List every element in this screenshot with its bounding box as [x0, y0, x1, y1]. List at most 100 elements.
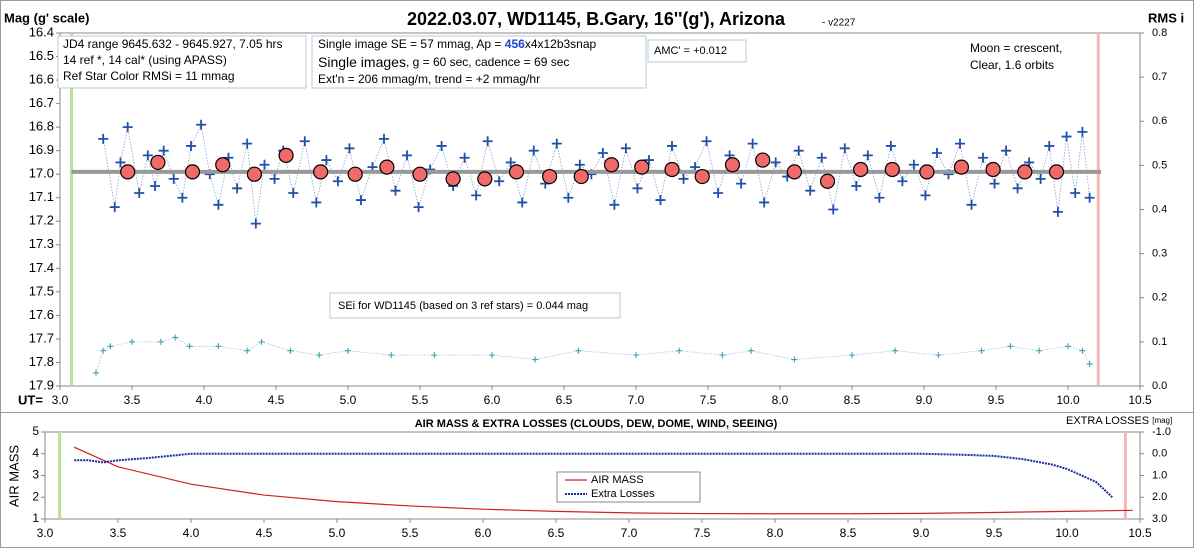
- data-point: [748, 347, 755, 354]
- data-point: [232, 183, 243, 194]
- x-tick-label: 10.0: [1055, 526, 1079, 540]
- data-point: [98, 133, 109, 144]
- data-point: [805, 185, 816, 196]
- y2-tick-label: 0.4: [1152, 203, 1167, 215]
- y2-axis-title-unit: [mag]: [1152, 416, 1172, 425]
- x-tick-label: 8.5: [840, 526, 857, 540]
- annotation-text: Ext'n = 206 mmag/m, trend = +2 mmag/hr: [318, 72, 540, 86]
- data-point: [186, 140, 197, 151]
- y-tick-label: 1: [32, 511, 39, 525]
- y2-tick-label: 1.0: [1152, 469, 1167, 481]
- x-tick-label: 5.0: [340, 393, 357, 407]
- y-tick-label: 17.0: [29, 166, 54, 181]
- data-point: [1079, 347, 1086, 354]
- data-point: [321, 155, 332, 166]
- data-point: [793, 145, 804, 156]
- data-point: [989, 178, 1000, 189]
- legend-label: Extra Losses: [591, 488, 655, 500]
- x-tick-label: 4.0: [196, 393, 213, 407]
- data-point: [575, 347, 582, 354]
- chart-subtitle: - v2227: [822, 18, 856, 29]
- annotation-text: Single image SE = 57 mmag, Ap = 456x4x12…: [318, 37, 597, 51]
- y-tick-label: 16.5: [29, 48, 54, 63]
- data-point: [316, 352, 323, 359]
- data-point: [1065, 343, 1071, 350]
- annotation-text: AMC' = +0.012: [654, 45, 727, 57]
- data-point: [196, 119, 207, 130]
- x-tick-label: 10.0: [1056, 393, 1080, 407]
- annotation-part: Single images: [318, 54, 406, 70]
- data-point: [1017, 164, 1033, 180]
- data-point: [892, 347, 899, 354]
- annotation-text: Single images, g = 60 sec, cadence = 69 …: [318, 54, 569, 70]
- y-tick-label: 16.9: [29, 142, 54, 157]
- y-tick-label: 17.1: [29, 189, 54, 204]
- data-point: [532, 356, 539, 363]
- data-point: [379, 133, 389, 144]
- data-point: [184, 164, 201, 180]
- data-point: [931, 148, 942, 159]
- data-point: [332, 176, 343, 187]
- x-tick-label: 6.0: [475, 526, 492, 540]
- data-point: [150, 180, 161, 191]
- x-tick-label: 9.0: [913, 526, 930, 540]
- data-point: [874, 192, 885, 203]
- data-point: [953, 159, 970, 175]
- data-point: [299, 136, 310, 147]
- data-point: [177, 192, 188, 203]
- data-point: [609, 199, 620, 210]
- x-tick-label: 3.0: [52, 393, 69, 407]
- data-point: [120, 164, 136, 180]
- x-axis-title: UT=: [18, 392, 43, 407]
- annotation-text: Ref Star Color RMSi = 11 mmag: [63, 69, 235, 83]
- data-point: [390, 185, 401, 196]
- chart-title: 2022.03.07, WD1145, B.Gary, 16''(g'), Ar…: [407, 9, 786, 29]
- annotation-text: Clear, 1.6 orbits: [970, 58, 1054, 72]
- data-point: [142, 150, 153, 161]
- data-point: [1048, 164, 1065, 180]
- y-tick-label: 17.4: [29, 260, 54, 275]
- y2-axis-title: RMS i: [1148, 10, 1184, 25]
- y-tick-label: 5: [32, 424, 39, 438]
- data-point: [288, 188, 299, 199]
- data-point: [505, 157, 516, 168]
- y2-tick-label: 0.0: [1152, 448, 1167, 460]
- data-point: [471, 190, 482, 201]
- data-point: [724, 157, 741, 173]
- data-point: [459, 152, 470, 163]
- data-point: [258, 338, 265, 345]
- data-point: [100, 347, 107, 354]
- data-point: [186, 343, 193, 350]
- data-point: [213, 199, 224, 210]
- data-point: [168, 173, 179, 184]
- y-tick-label: 4: [32, 446, 39, 460]
- annotation-part: 456: [505, 37, 525, 51]
- data-point: [597, 148, 608, 159]
- x-tick-label: 9.5: [988, 393, 1005, 407]
- data-point: [1001, 145, 1012, 156]
- data-point: [694, 168, 710, 185]
- x-tick-label: 4.0: [183, 526, 200, 540]
- data-point: [908, 159, 919, 170]
- series-line: [73, 446, 1133, 515]
- x-tick-label: 5.5: [412, 393, 429, 407]
- data-point: [107, 343, 114, 350]
- data-point: [431, 352, 438, 359]
- y2-tick-label: 0.2: [1152, 292, 1167, 304]
- data-point: [791, 356, 798, 363]
- data-point: [853, 161, 869, 178]
- x-tick-label: 10.5: [1128, 526, 1152, 540]
- data-point: [573, 168, 589, 185]
- data-point: [1084, 192, 1095, 203]
- data-point: [215, 343, 222, 350]
- y-tick-label: 17.7: [29, 330, 54, 345]
- data-point: [678, 173, 689, 184]
- y-axis-title: AIR MASS: [6, 445, 21, 507]
- y2-tick-label: 2.0: [1152, 491, 1167, 503]
- x-tick-label: 8.0: [772, 393, 789, 407]
- annotation-text: Moon = crescent,: [970, 41, 1062, 55]
- data-point: [259, 159, 270, 170]
- data-point: [664, 161, 680, 178]
- annotation-box: [647, 39, 747, 63]
